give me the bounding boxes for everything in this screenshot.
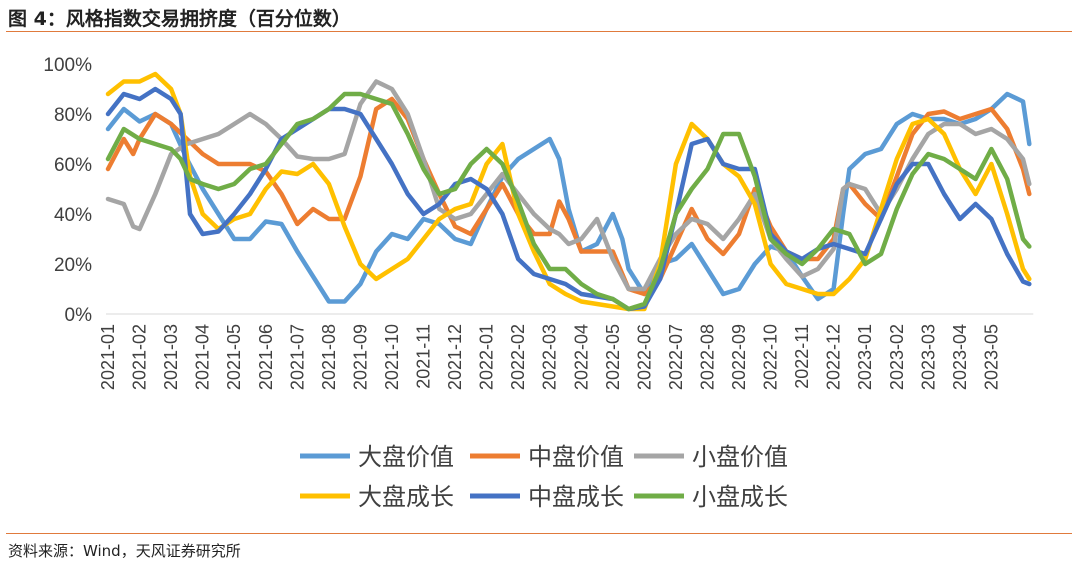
x-tick-label: 2021-12 <box>445 324 465 390</box>
x-tick-label: 2021-04 <box>193 324 213 390</box>
legend-label: 中盘价值 <box>528 443 624 471</box>
series-line <box>105 79 1032 292</box>
x-tick-label: 2022-03 <box>540 324 560 390</box>
bottom-divider <box>6 533 1072 534</box>
x-tick-label: 2023-03 <box>918 324 938 390</box>
legend-label: 大盘价值 <box>358 443 454 471</box>
x-tick-label: 2022-02 <box>508 324 528 390</box>
x-tick-label: 2022-11 <box>792 324 812 389</box>
x-tick-label: 2022-09 <box>729 324 749 390</box>
x-tick-label: 2021-09 <box>350 324 370 390</box>
y-tick-label: 60% <box>54 155 92 176</box>
x-tick-label: 2022-12 <box>824 324 844 390</box>
x-tick-label: 2021-07 <box>287 324 307 390</box>
x-tick-label: 2022-05 <box>603 324 623 390</box>
legend-label: 大盘成长 <box>358 483 454 511</box>
y-axis-labels: 0% 20% 40% 60% 80% 100% <box>43 55 92 326</box>
x-tick-label: 2021-05 <box>224 324 244 390</box>
series-line <box>105 91 1032 312</box>
x-tick-label: 2023-05 <box>981 324 1001 390</box>
x-axis-labels: 2021-01 2021-02 2021-03 2021-04 2021-05 2021-… <box>98 324 1001 390</box>
y-tick-label: 80% <box>54 105 92 126</box>
y-tick-label: 0% <box>65 305 93 326</box>
series-line <box>105 71 1032 312</box>
series-line <box>105 86 1032 312</box>
source-note: 资料来源：Wind，天风证券研究所 <box>8 542 241 560</box>
x-tick-label: 2022-06 <box>634 324 654 390</box>
top-divider <box>6 31 1072 32</box>
series-lines <box>105 71 1032 312</box>
x-tick-label: 2022-08 <box>697 324 717 390</box>
legend-label: 小盘成长 <box>692 483 788 511</box>
x-tick-label: 2022-01 <box>477 324 497 390</box>
y-tick-label: 100% <box>43 55 92 76</box>
y-tick-label: 40% <box>54 205 92 226</box>
x-tick-label: 2021-02 <box>130 324 150 390</box>
x-tick-label: 2021-11 <box>414 324 434 389</box>
x-tick-label: 2021-03 <box>161 324 181 390</box>
x-tick-label: 2021-06 <box>256 324 276 390</box>
x-tick-label: 2022-07 <box>666 324 686 390</box>
x-tick-label: 2021-01 <box>98 324 118 390</box>
x-tick-label: 2022-04 <box>571 324 591 390</box>
x-tick-label: 2021-08 <box>319 324 339 390</box>
figure-title: 图 4：风格指数交易拥挤度（百分位数） <box>8 8 351 30</box>
x-tick-label: 2023-04 <box>950 324 970 390</box>
legend-label: 中盘成长 <box>528 483 624 511</box>
x-tick-label: 2023-02 <box>887 324 907 390</box>
x-tick-label: 2022-10 <box>761 324 781 390</box>
x-tick-label: 2021-10 <box>382 324 402 390</box>
x-tick-label: 2023-01 <box>855 324 875 390</box>
legend-label: 小盘价值 <box>692 443 788 471</box>
y-tick-label: 20% <box>54 255 92 276</box>
